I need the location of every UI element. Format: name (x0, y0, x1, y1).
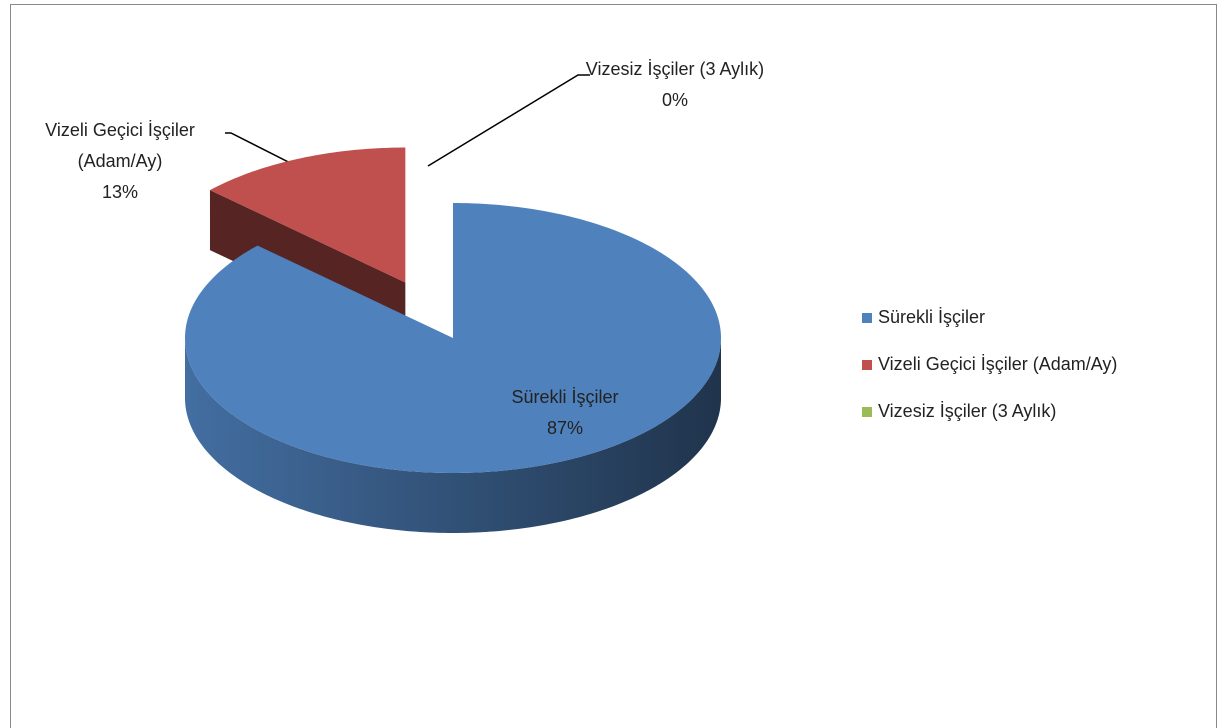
data-label: Sürekli İşçiler 87% (465, 382, 665, 444)
legend-swatch (862, 407, 872, 417)
legend-label: Vizesiz İşçiler (3 Aylık) (878, 401, 1056, 421)
data-label: Vizeli Geçici İşçiler (Adam/Ay) 13% (10, 115, 230, 208)
label-value: 87% (546, 418, 584, 438)
slice-side (185, 338, 721, 533)
slice (185, 203, 721, 473)
label-value: 0% (661, 90, 688, 110)
legend-swatch (862, 313, 872, 323)
slice (209, 147, 406, 283)
legend-label: Sürekli İşçiler (878, 307, 985, 327)
legend-swatch (862, 360, 872, 370)
data-label: Vizesiz İşçiler (3 Aylık) 0% (585, 54, 765, 116)
label-category: Vizeli Geçici İşçiler (Adam/Ay) (45, 120, 195, 171)
label-category: Sürekli İşçiler (511, 387, 619, 407)
legend-label: Vizeli Geçici İşçiler (Adam/Ay) (878, 354, 1117, 374)
label-value: 13% (101, 182, 139, 202)
leader-line (427, 74, 590, 167)
pie (185, 147, 721, 533)
chart-frame (10, 4, 1217, 728)
label-category: Vizesiz İşçiler (3 Aylık) (585, 59, 765, 79)
